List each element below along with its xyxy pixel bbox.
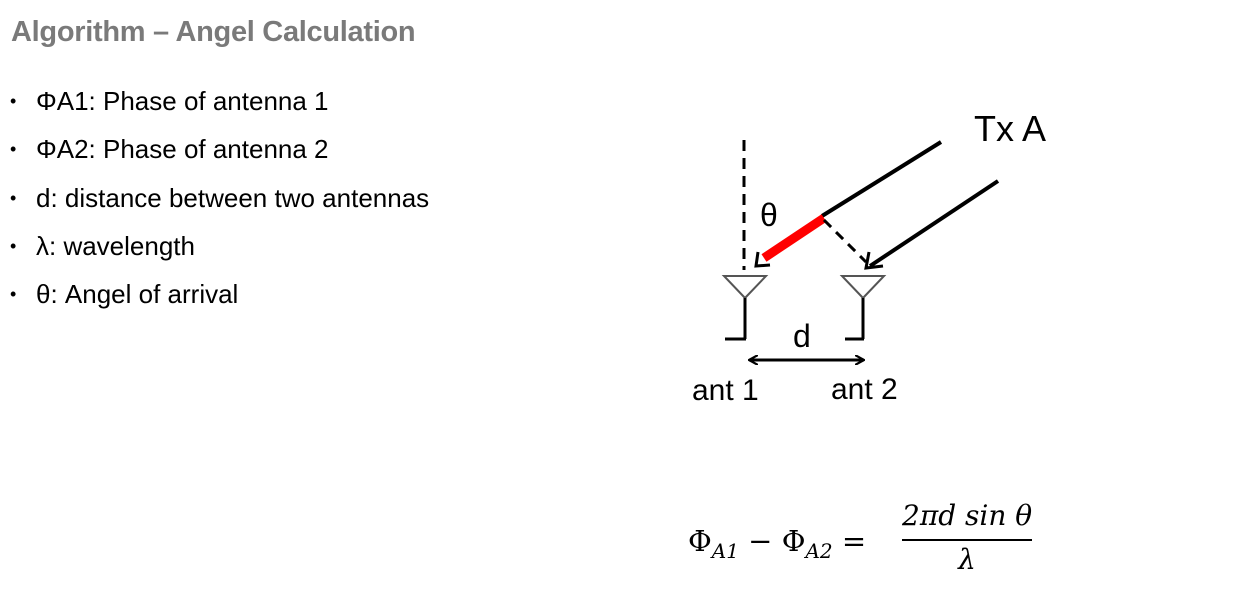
antenna-1-label: ant 1 <box>692 374 759 407</box>
incoming-ray-1 <box>820 140 943 218</box>
transmitter-label: Tx A <box>974 108 1046 149</box>
equation-fraction: 2πd sin θ λ <box>902 496 1032 579</box>
equation-lhs: ΦA1 − ΦA2 = <box>688 524 866 563</box>
minus-sign: − <box>738 524 782 558</box>
list-item: • λ: wavelength <box>10 229 429 277</box>
fraction-bar <box>902 539 1032 541</box>
phi-symbol: Φ <box>688 524 712 558</box>
bullet-icon: • <box>10 187 17 208</box>
bullet-icon: • <box>10 139 17 160</box>
bullet-icon: • <box>10 284 17 305</box>
equation-numerator: 2πd sin θ <box>902 499 1033 532</box>
equals-sign: = <box>832 524 867 558</box>
definition-list: • ΦA1: Phase of antenna 1 • ΦA2: Phase o… <box>10 84 429 325</box>
bullet-icon: • <box>10 91 17 111</box>
antenna-1-icon <box>721 275 769 341</box>
theta-label: θ <box>760 197 778 233</box>
list-item: • ΦA2: Phase of antenna 2 <box>10 132 429 180</box>
antenna-2-label: ant 2 <box>831 373 898 406</box>
list-item: • θ: Angel of arrival <box>10 277 429 325</box>
list-item: • ΦA1: Phase of antenna 1 <box>10 84 429 132</box>
bullet-text: θ: Angel of arrival <box>36 279 239 310</box>
bullet-text: ΦA2: Phase of antenna 2 <box>36 134 329 165</box>
equation-denominator: λ <box>958 543 976 576</box>
bullet-text: ΦA1: Phase of antenna 1 <box>36 86 329 116</box>
phi-symbol: Φ <box>781 524 806 558</box>
bullet-icon: • <box>10 235 17 256</box>
distance-label: d <box>793 318 811 354</box>
bullet-text: λ: wavelength <box>36 230 195 261</box>
incoming-ray-2 <box>868 179 1000 268</box>
bullet-text: d: distance between two antennas <box>36 182 430 213</box>
ray-1-arrowhead-icon <box>754 251 771 268</box>
wavefront-line <box>822 218 868 264</box>
ray-2-arrowhead-icon <box>864 251 884 270</box>
path-difference-segment <box>761 214 827 262</box>
subscript-a1: A1 <box>711 539 739 563</box>
phase-difference-equation: ΦA1 − ΦA2 = 2πd sin θ λ <box>688 496 1048 586</box>
subscript-a2: A2 <box>805 539 833 563</box>
antenna-2-icon <box>839 275 887 341</box>
slide-title: Algorithm – Angel Calculation <box>11 16 416 48</box>
list-item: • d: distance between two antennas <box>10 181 429 229</box>
